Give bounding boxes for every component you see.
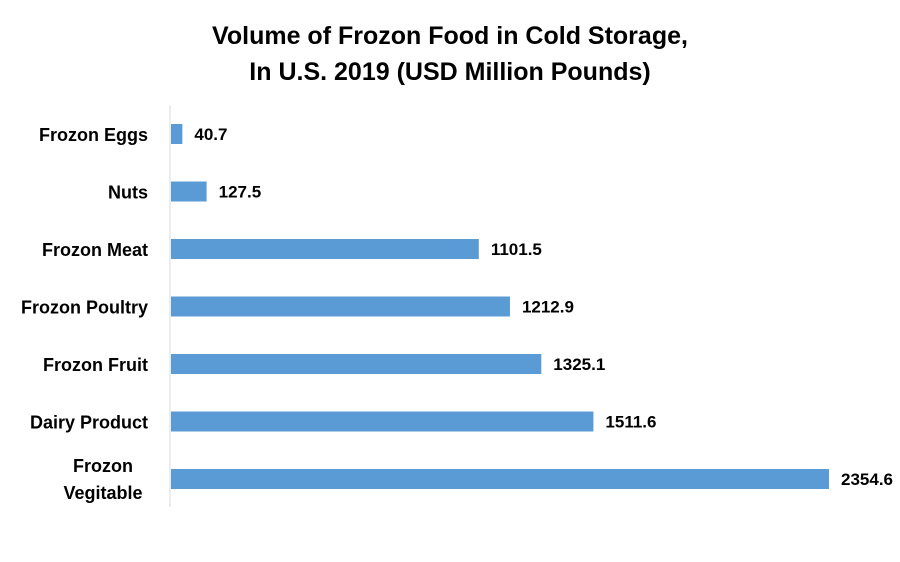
- chart-title: Volume of Frozon Food in Cold Storage,: [212, 22, 688, 50]
- data-label: 127.5: [219, 183, 262, 202]
- data-label: 1511.6: [605, 413, 656, 432]
- bar-frozon-vegitable: [171, 469, 829, 489]
- category-label: Frozon Eggs: [39, 125, 148, 145]
- bar-nuts: [171, 181, 207, 202]
- bar-frozon-meat: [171, 239, 479, 259]
- bar-frozon-eggs: [171, 124, 183, 144]
- category-label: Nuts: [108, 183, 148, 203]
- bar-frozon-poultry: [171, 296, 510, 317]
- category-label: Frozon Vegitable: [63, 456, 142, 503]
- bar-dairy-product: [171, 411, 594, 432]
- data-label: 1212.9: [522, 298, 574, 317]
- bar-frozon-fruit: [171, 354, 542, 374]
- chart-subtitle: In U.S. 2019 (USD Million Pounds): [249, 58, 651, 86]
- category-label: Frozon Fruit: [43, 355, 148, 375]
- category-label: Dairy Product: [30, 413, 148, 433]
- chart-title-block: Volume of Frozon Food in Cold Storage, I…: [0, 18, 900, 90]
- category-label: Frozon Meat: [42, 240, 148, 260]
- data-label: 2354.6: [841, 470, 893, 489]
- data-label: 1101.5: [491, 240, 542, 259]
- category-label: Frozon Poultry: [21, 298, 148, 318]
- bars-layer: [171, 124, 829, 489]
- labels-layer: 40.7 Frozon Eggs 127.5 Nuts 1101.5 Frozon Mea…: [21, 125, 893, 503]
- data-label: 40.7: [194, 125, 227, 144]
- data-label: 1325.1: [553, 355, 605, 374]
